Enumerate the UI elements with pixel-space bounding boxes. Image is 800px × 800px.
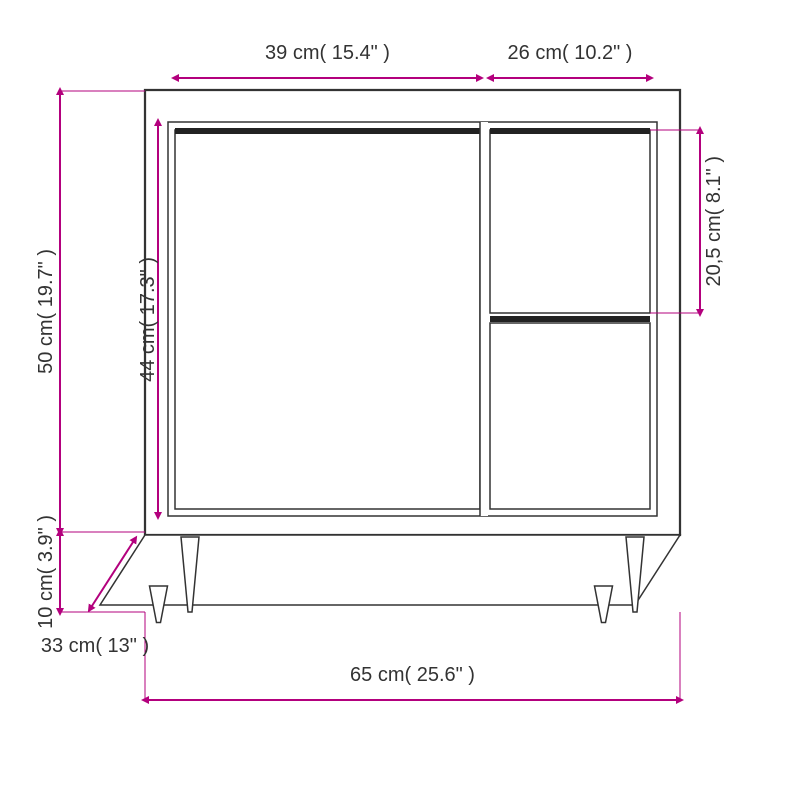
dim-label-h_leg: 10 cm( 3.9" ) (35, 515, 57, 629)
cabinet-door (175, 130, 480, 509)
handle-notch (175, 128, 480, 134)
drawer-bottom (490, 323, 650, 509)
handle-notch (490, 316, 650, 322)
dimension-diagram: 39 cm( 15.4" ) 26 cm( 10.2" ) 20,5 cm( 8.1… (0, 0, 800, 800)
drawer-top (490, 130, 650, 313)
dim-label-w_total: 65 cm( 25.6" ) (350, 664, 475, 686)
dim-label-w_top_left: 39 cm( 15.4" ) (265, 42, 390, 64)
dim-label-w_top_right: 26 cm( 10.2" ) (508, 42, 633, 64)
dim-label-depth: 33 cm( 13" ) (41, 635, 149, 657)
dim-label-h_total: 50 cm( 19.7" ) (35, 249, 57, 374)
dim-label-h_drawer: 20,5 cm( 8.1" ) (703, 156, 725, 286)
handle-notch (490, 128, 650, 134)
dim-label-h_inner: 44 cm( 17.3" ) (137, 257, 159, 382)
